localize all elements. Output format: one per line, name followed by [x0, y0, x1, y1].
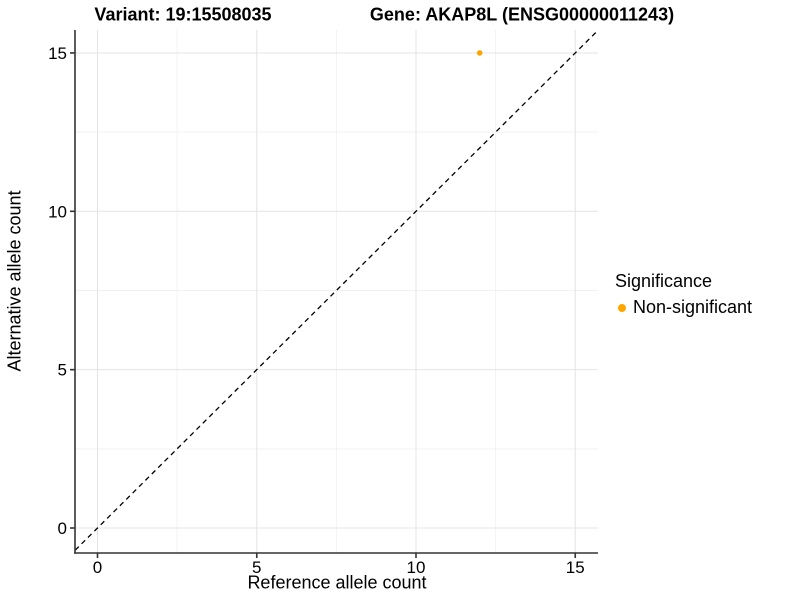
plot-title-variant: Variant: 19:15508035	[94, 4, 272, 25]
legend-item-label: Non-significant	[633, 297, 753, 317]
y-tick-label: 10	[48, 202, 67, 221]
identity-line	[74, 29, 599, 551]
y-axis-title: Alternative allele count	[4, 190, 25, 372]
legend: Significance Non-significant	[613, 270, 752, 318]
x-tick-label: 0	[93, 558, 102, 577]
legend-point-icon	[618, 303, 626, 312]
y-tick-label: 0	[58, 519, 67, 538]
x-tick-label: 5	[252, 558, 261, 577]
x-tick-label: 15	[566, 558, 585, 577]
y-tick-label: 15	[48, 44, 67, 63]
x-tick-label: 10	[407, 558, 426, 577]
legend-title: Significance	[615, 271, 713, 291]
plot-title-gene: Gene: AKAP8L (ENSG00000011243)	[369, 4, 675, 25]
data-point	[476, 50, 483, 56]
y-tick-label: 5	[58, 361, 67, 380]
legend-item-non-significant: Non-significant	[613, 297, 752, 318]
x-axis-title: Reference allele count	[247, 572, 427, 593]
